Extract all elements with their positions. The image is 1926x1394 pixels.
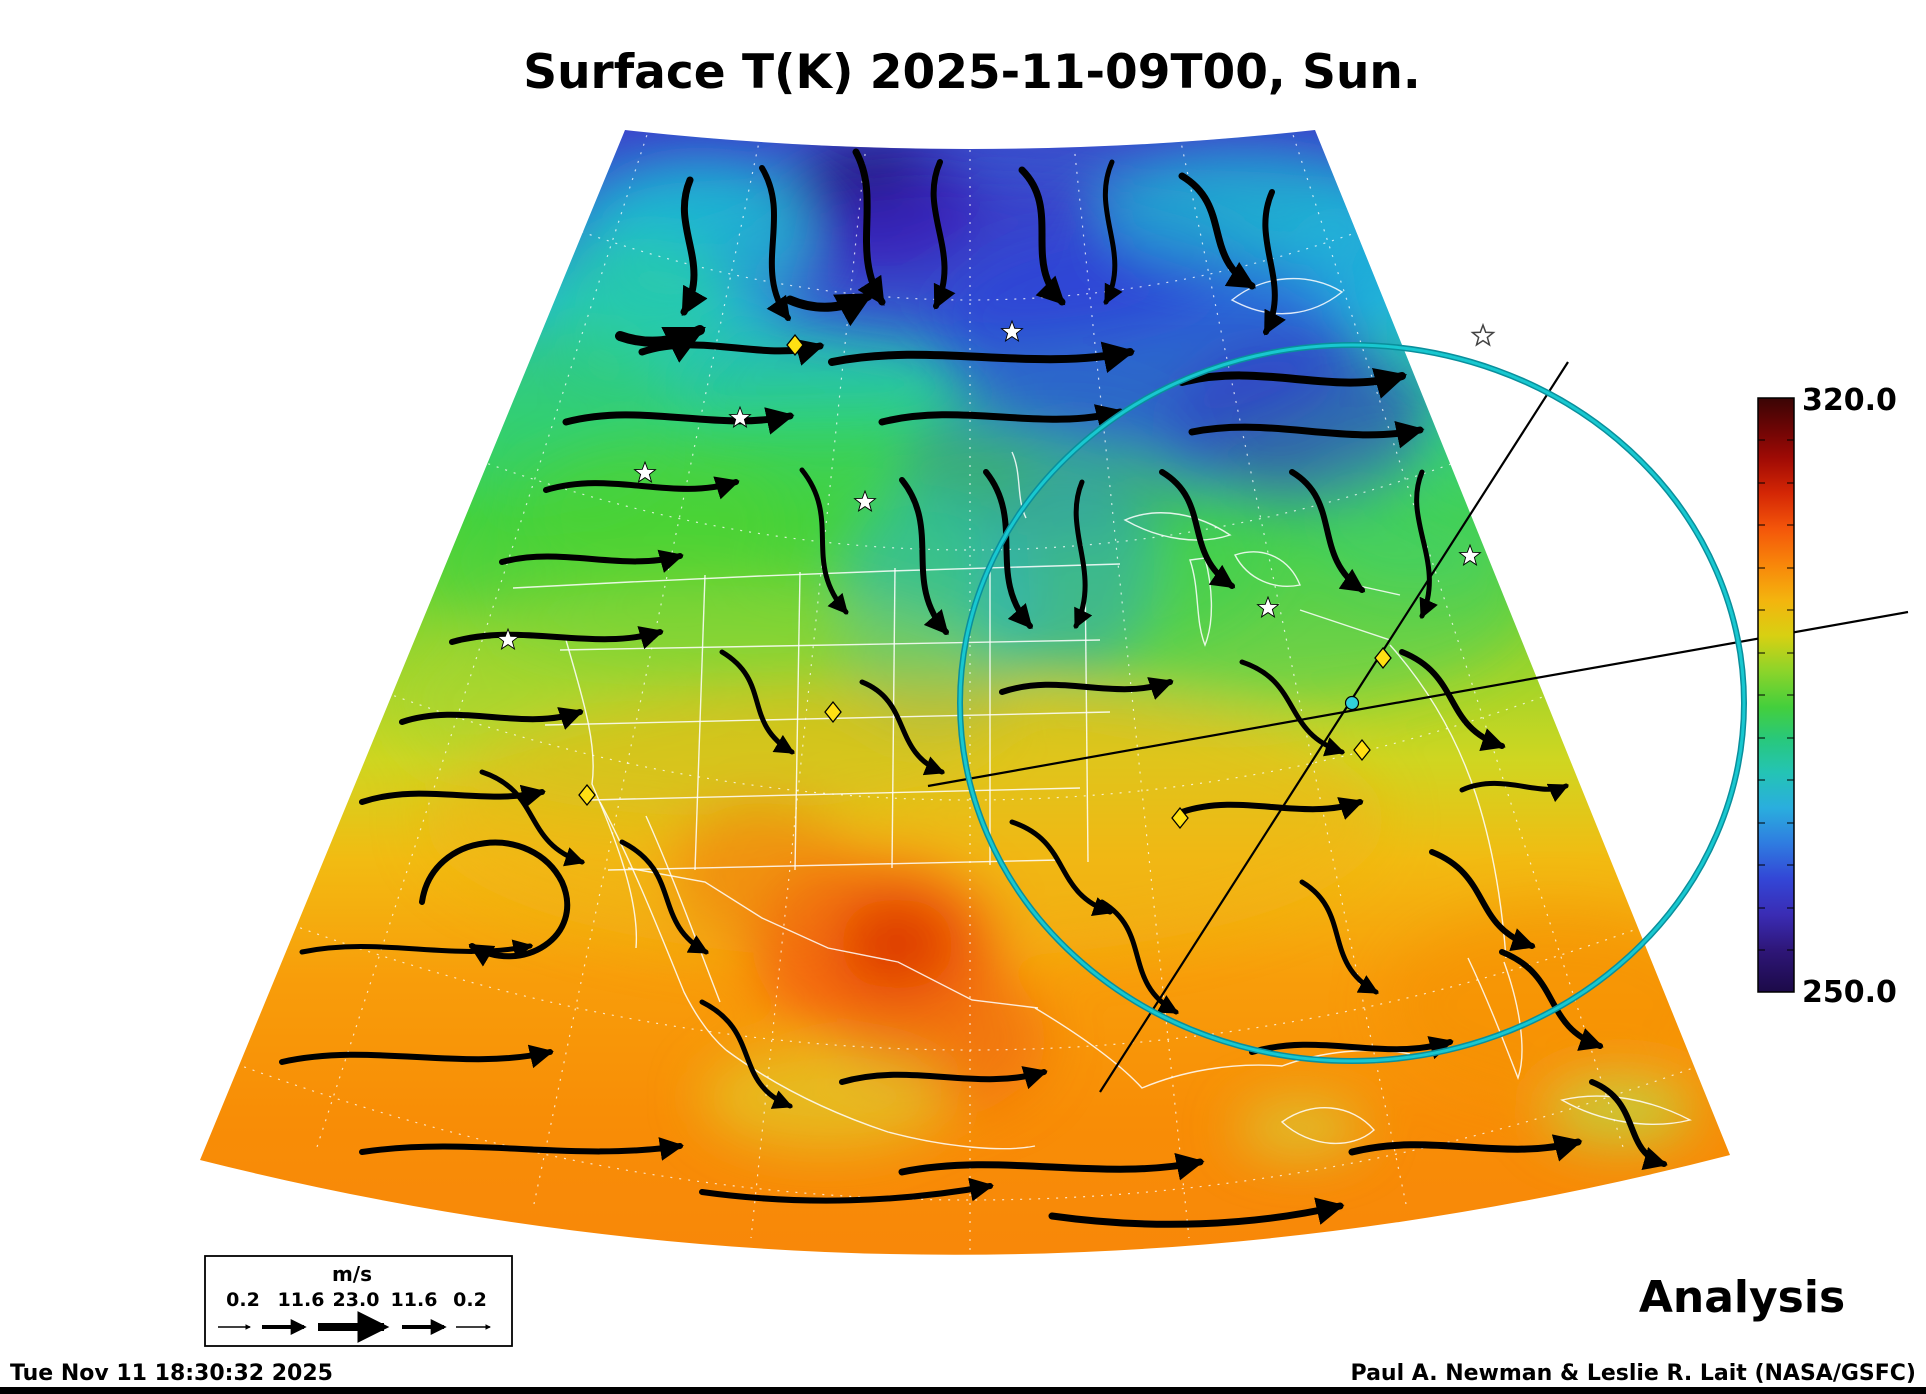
- wind-legend-value: 0.2: [453, 1289, 487, 1311]
- streamline: [619, 839, 709, 955]
- map-title: Surface T(K) 2025-11-09T00, Sun.: [523, 45, 1421, 100]
- streamline: [1289, 469, 1366, 593]
- streamline: [1299, 879, 1379, 995]
- map-canvas: [200, 130, 1730, 1255]
- streamline: [359, 784, 546, 809]
- streamline: [449, 626, 664, 650]
- streamline: [399, 707, 584, 730]
- credit: Paul A. Newman & Leslie R. Lait (NASA/GS…: [1351, 1361, 1916, 1386]
- streamline: [299, 939, 534, 960]
- streamline: [1348, 1134, 1583, 1162]
- streamline: [1178, 172, 1256, 290]
- streamline: [999, 677, 1174, 700]
- wind-legend-value: 0.2: [226, 1289, 260, 1311]
- streamline: [543, 476, 740, 500]
- streamline: [1249, 1036, 1454, 1060]
- streamline: [1179, 797, 1364, 820]
- bottom-bar: [0, 1387, 1926, 1394]
- streamline: [562, 407, 795, 435]
- streamline: [680, 176, 708, 317]
- streamline: [785, 291, 874, 327]
- temperature-anomalies: [390, 143, 1725, 1156]
- circle-center-marker: [1344, 695, 1360, 711]
- streamline: [898, 1152, 1205, 1181]
- wind-legend-value: 23.0: [333, 1289, 380, 1311]
- streamline: [859, 679, 946, 776]
- streamline: [279, 1044, 554, 1069]
- streamline: [1459, 780, 1570, 803]
- wind-streamlines: [279, 148, 1668, 1228]
- streamline: [1099, 899, 1179, 1015]
- range-circle-overlay: [927, 342, 1909, 1093]
- streamline: [1178, 367, 1408, 399]
- analysis-label: Analysis: [1639, 1272, 1845, 1323]
- streamline: [1589, 1079, 1668, 1171]
- streamline: [899, 477, 949, 636]
- streamline: [479, 769, 586, 867]
- streamline: [499, 549, 684, 573]
- streamline: [359, 1137, 684, 1161]
- streamline: [615, 325, 706, 363]
- streamline: [983, 469, 1033, 630]
- range-circle: [958, 343, 1746, 1063]
- streamline: [699, 1177, 994, 1204]
- crosshair-line-1: [927, 610, 1909, 788]
- streamline: [1414, 469, 1438, 620]
- colorbar: 320.0 250.0: [1757, 383, 1897, 1010]
- streamline: [1188, 420, 1425, 449]
- wind-legend-value: 11.6: [278, 1289, 325, 1311]
- colorbar-min-label: 250.0: [1802, 975, 1897, 1010]
- streamline: [1073, 479, 1093, 630]
- streamline: [699, 999, 794, 1109]
- crosshair-line-2: [1099, 361, 1569, 1093]
- streamline: [759, 165, 791, 322]
- streamline: [839, 1066, 1048, 1090]
- streamline: [852, 148, 886, 306]
- colorbar-max-label: 320.0: [1802, 383, 1897, 418]
- streamline: [1262, 189, 1286, 336]
- streamline: [1399, 649, 1506, 752]
- geo-boundaries: [512, 277, 1692, 1150]
- streamline: [1429, 849, 1536, 952]
- streamline: [799, 467, 849, 615]
- streamline: [719, 649, 795, 755]
- timestamp: Tue Nov 11 18:30:32 2025: [10, 1361, 333, 1386]
- streamline: [1009, 819, 1114, 917]
- wind-legend: m/s 0.2 11.6 23.0 11.6 0.2: [204, 1255, 513, 1347]
- colorbar-ticks: [1758, 439, 1794, 951]
- streamline: [1499, 949, 1604, 1051]
- streamline: [1102, 159, 1123, 305]
- wind-legend-value: 11.6: [391, 1289, 438, 1311]
- outline-star-marker: [1471, 324, 1495, 346]
- streamline: [1159, 469, 1236, 589]
- streamline: [1018, 166, 1066, 306]
- streamline: [930, 159, 956, 310]
- wind-legend-unit: m/s: [332, 1262, 372, 1286]
- streamline: [828, 341, 1136, 373]
- streamline: [1048, 1197, 1345, 1228]
- streamline: [878, 404, 1125, 432]
